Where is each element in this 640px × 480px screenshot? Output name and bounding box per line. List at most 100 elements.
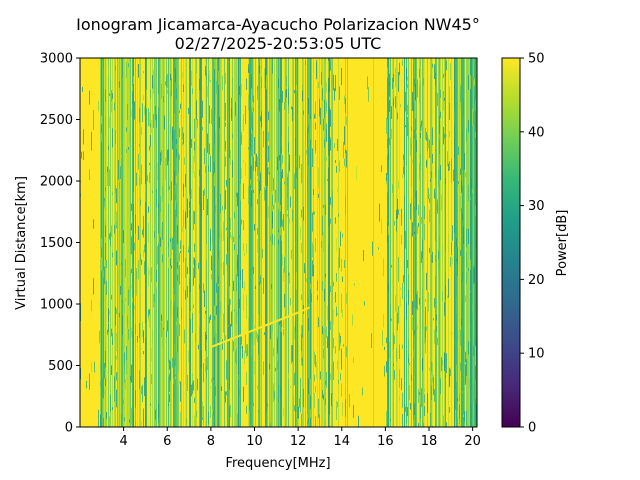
noise-speckle [101, 133, 102, 142]
noise-speckle [322, 88, 323, 101]
interference-column [206, 58, 207, 427]
noise-speckle [261, 134, 262, 145]
noise-speckle [196, 59, 197, 74]
noise-speckle [135, 323, 136, 335]
noise-speckle [389, 341, 390, 359]
noise-speckle [240, 270, 241, 280]
noise-speckle [111, 365, 112, 375]
noise-speckle [443, 73, 444, 78]
noise-speckle [176, 202, 177, 217]
noise-speckle [442, 291, 443, 302]
noise-speckle [471, 179, 472, 190]
noise-speckle [326, 372, 327, 388]
noise-speckle [280, 323, 281, 332]
noise-speckle [100, 381, 101, 387]
noise-speckle [266, 200, 267, 207]
noise-speckle [470, 381, 471, 385]
noise-speckle [406, 79, 407, 86]
noise-speckle [133, 294, 134, 297]
noise-speckle [434, 64, 435, 79]
noise-speckle [286, 75, 287, 87]
noise-speckle [451, 168, 452, 184]
noise-speckle [449, 161, 450, 171]
noise-speckle [185, 258, 186, 278]
noise-speckle [323, 232, 324, 253]
noise-speckle [231, 235, 232, 241]
noise-speckle [110, 232, 111, 247]
noise-speckle [237, 192, 238, 207]
noise-speckle [408, 100, 409, 119]
noise-speckle [322, 281, 323, 291]
noise-speckle [163, 178, 164, 185]
noise-speckle [428, 188, 429, 199]
noise-speckle [115, 355, 116, 370]
noise-speckle [449, 367, 450, 387]
interference-column [270, 58, 271, 427]
noise-speckle [280, 204, 281, 212]
interference-column [252, 58, 253, 427]
noise-speckle [239, 298, 240, 309]
noise-speckle [346, 292, 347, 304]
noise-speckle [246, 405, 247, 414]
noise-speckle [397, 312, 398, 331]
noise-speckle [175, 68, 176, 83]
noise-speckle [454, 247, 455, 256]
y-tick-label: 2000 [40, 175, 73, 190]
noise-speckle [106, 260, 107, 269]
noise-speckle [134, 101, 135, 120]
noise-speckle [251, 190, 252, 207]
noise-speckle [272, 233, 273, 245]
interference-column [322, 58, 323, 427]
noise-speckle [208, 107, 209, 121]
interference-column [196, 58, 197, 427]
interference-column [459, 58, 460, 427]
interference-column [461, 58, 462, 427]
noise-speckle [252, 101, 253, 116]
noise-speckle [219, 238, 220, 251]
noise-speckle [328, 225, 329, 245]
noise-speckle [283, 213, 284, 231]
noise-speckle [237, 259, 238, 277]
noise-speckle [427, 166, 428, 184]
interference-column [183, 58, 184, 427]
noise-speckle [443, 127, 444, 145]
y-tick-label: 1500 [40, 236, 73, 251]
noise-speckle [120, 285, 121, 295]
noise-speckle [402, 344, 403, 349]
noise-speckle [148, 267, 149, 287]
noise-speckle [308, 318, 309, 331]
noise-speckle [233, 341, 234, 352]
noise-speckle [176, 336, 177, 353]
noise-speckle [431, 254, 432, 263]
noise-speckle [428, 138, 429, 149]
noise-speckle [298, 406, 299, 419]
noise-speckle [162, 330, 163, 347]
echo-trace-point [297, 311, 299, 314]
noise-speckle [435, 72, 436, 86]
interference-column [220, 58, 221, 427]
noise-speckle [261, 169, 262, 189]
interference-column [430, 58, 431, 427]
noise-speckle [115, 65, 116, 72]
noise-speckle [227, 271, 228, 290]
noise-speckle [411, 126, 412, 131]
interference-column [224, 58, 225, 427]
noise-speckle [391, 128, 392, 139]
noise-speckle [452, 225, 453, 241]
noise-speckle [204, 148, 205, 165]
noise-speckle [446, 134, 447, 137]
noise-speckle [323, 348, 324, 359]
noise-speckle [253, 156, 254, 171]
noise-speckle [454, 338, 455, 346]
noise-speckle [462, 271, 463, 281]
noise-speckle [109, 169, 110, 186]
interference-column [460, 58, 461, 427]
interference-column [117, 58, 118, 427]
noise-speckle [331, 393, 332, 407]
interference-column [112, 58, 113, 427]
interference-column [288, 58, 289, 427]
noise-speckle [194, 150, 195, 159]
noise-speckle [109, 416, 110, 427]
noise-speckle [116, 389, 117, 408]
